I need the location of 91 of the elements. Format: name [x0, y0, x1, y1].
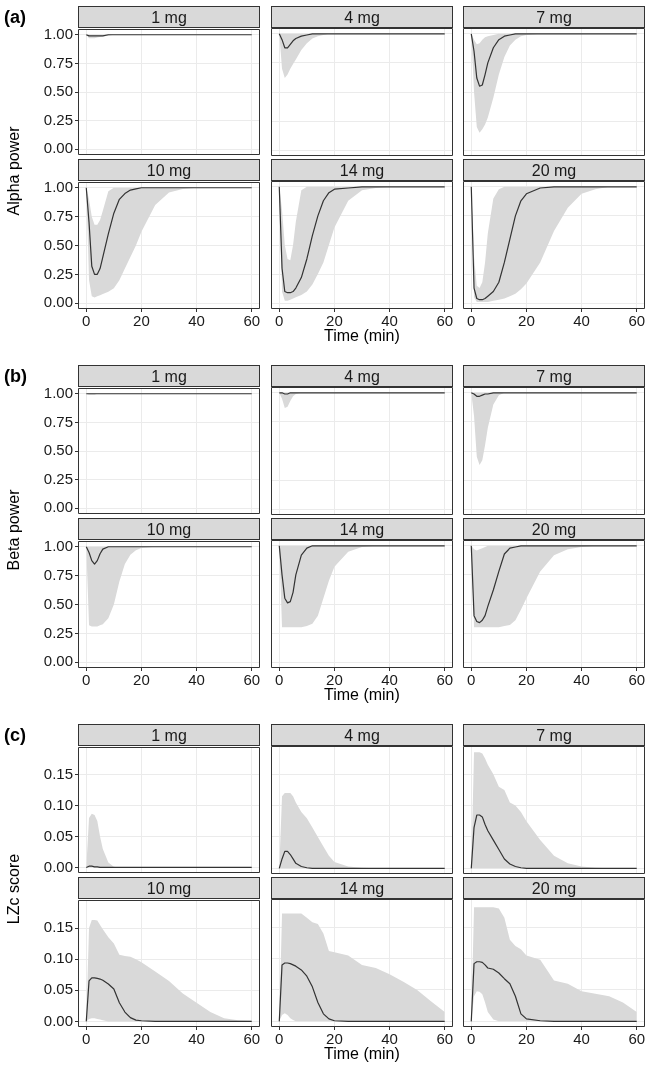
y-tick-label: 0.00 — [43, 498, 73, 516]
y-tick-label: 0.50 — [43, 441, 73, 459]
x-tick-label: 40 — [188, 1030, 205, 1048]
chart-title: 14 mg — [271, 877, 453, 899]
x-tick-label: 0 — [275, 671, 284, 689]
y-tick-label: 0.00 — [43, 652, 73, 670]
x-tick-label: 40 — [573, 312, 590, 330]
x-tick-label: 40 — [188, 671, 205, 689]
x-tick-label: 0 — [82, 671, 91, 689]
x-tick-label: 60 — [243, 1030, 261, 1048]
chart-title: 20 mg — [463, 877, 645, 899]
x-tick-label: 0 — [467, 1030, 476, 1048]
x-tick-label: 40 — [573, 1030, 590, 1048]
x-tick-label: 20 — [518, 1030, 535, 1048]
chart-title: 10 mg — [78, 159, 260, 181]
x-tick-label: 20 — [326, 312, 343, 330]
y-tick-label: 0.25 — [43, 623, 73, 641]
y-tick-label: 0.00 — [43, 293, 73, 311]
x-tick-label: 0 — [275, 312, 284, 330]
x-axis-title: Time (min) — [324, 1045, 400, 1063]
y-tick-label: 0.25 — [43, 264, 73, 282]
x-tick-label: 20 — [518, 671, 535, 689]
chart-title: 7 mg — [463, 6, 645, 28]
y-axis-title: Alpha power — [4, 126, 23, 215]
text: (b) — [4, 366, 27, 387]
y-tick-label: 0.75 — [43, 412, 73, 430]
y-tick-label: 0.05 — [43, 980, 73, 998]
chart-title: 1 mg — [78, 724, 260, 746]
x-tick-label: 60 — [243, 671, 261, 689]
y-tick-label: 0.00 — [43, 1011, 73, 1029]
x-tick-label: 20 — [326, 671, 343, 689]
y-tick-label: 0.50 — [43, 82, 73, 100]
x-tick-label: 40 — [573, 671, 590, 689]
y-tick-label: 0.50 — [43, 235, 73, 253]
y-tick-label: 0.75 — [43, 565, 73, 583]
y-tick-label: 0.50 — [43, 594, 73, 612]
x-tick-label: 60 — [628, 1030, 646, 1048]
y-axis-title: Beta power — [4, 489, 23, 570]
x-tick-label: 40 — [381, 312, 398, 330]
y-tick-label: 0.00 — [43, 139, 73, 157]
chart-title: 4 mg — [271, 6, 453, 28]
y-tick-label: 0.10 — [43, 949, 73, 967]
y-tick-label: 0.15 — [43, 918, 73, 936]
x-tick-label: 60 — [243, 312, 261, 330]
x-tick-label: 20 — [326, 1030, 343, 1048]
x-tick-label: 60 — [436, 1030, 454, 1048]
x-tick-label: 0 — [82, 312, 91, 330]
chart-title: 14 mg — [271, 159, 453, 181]
y-axis-title: LZc score — [5, 853, 24, 924]
chart-title: 20 mg — [463, 159, 645, 181]
y-tick-label: 0.75 — [43, 53, 73, 71]
x-tick-label: 0 — [467, 671, 476, 689]
x-tick-label: 20 — [133, 1030, 150, 1048]
x-tick-label: 60 — [628, 671, 646, 689]
chart-title: 7 mg — [463, 724, 645, 746]
x-tick-label: 60 — [436, 671, 454, 689]
chart-title: 1 mg — [78, 365, 260, 387]
x-tick-label: 60 — [436, 312, 454, 330]
x-tick-label: 0 — [275, 1030, 284, 1048]
y-tick-label: 1.00 — [43, 383, 73, 401]
y-tick-label: 0.00 — [43, 857, 73, 875]
y-tick-label: 1.00 — [43, 177, 73, 195]
chart-title: 10 mg — [78, 518, 260, 540]
y-tick-label: 1.00 — [43, 536, 73, 554]
x-tick-label: 20 — [133, 671, 150, 689]
y-tick-label: 0.75 — [43, 206, 73, 224]
chart-title: 4 mg — [271, 724, 453, 746]
chart-title: 4 mg — [271, 365, 453, 387]
x-tick-label: 40 — [188, 312, 205, 330]
x-axis-title: Time (min) — [324, 327, 400, 345]
chart-title: 14 mg — [271, 518, 453, 540]
x-axis-title: Time (min) — [324, 686, 400, 704]
y-tick-label: 0.15 — [43, 764, 73, 782]
y-tick-label: 0.05 — [43, 826, 73, 844]
x-tick-label: 0 — [82, 1030, 91, 1048]
chart-title: 1 mg — [78, 6, 260, 28]
x-tick-label: 40 — [381, 671, 398, 689]
x-tick-label: 0 — [467, 312, 476, 330]
chart-title: 10 mg — [78, 877, 260, 899]
y-tick-label: 0.25 — [43, 110, 73, 128]
y-tick-label: 1.00 — [43, 24, 73, 42]
text: (a) — [4, 7, 26, 28]
chart-title: 20 mg — [463, 518, 645, 540]
x-tick-label: 40 — [381, 1030, 398, 1048]
text: (c) — [4, 725, 26, 746]
y-tick-label: 0.25 — [43, 469, 73, 487]
x-tick-label: 20 — [518, 312, 535, 330]
x-tick-label: 20 — [133, 312, 150, 330]
y-tick-label: 0.10 — [43, 795, 73, 813]
chart-title: 7 mg — [463, 365, 645, 387]
x-tick-label: 60 — [628, 312, 646, 330]
